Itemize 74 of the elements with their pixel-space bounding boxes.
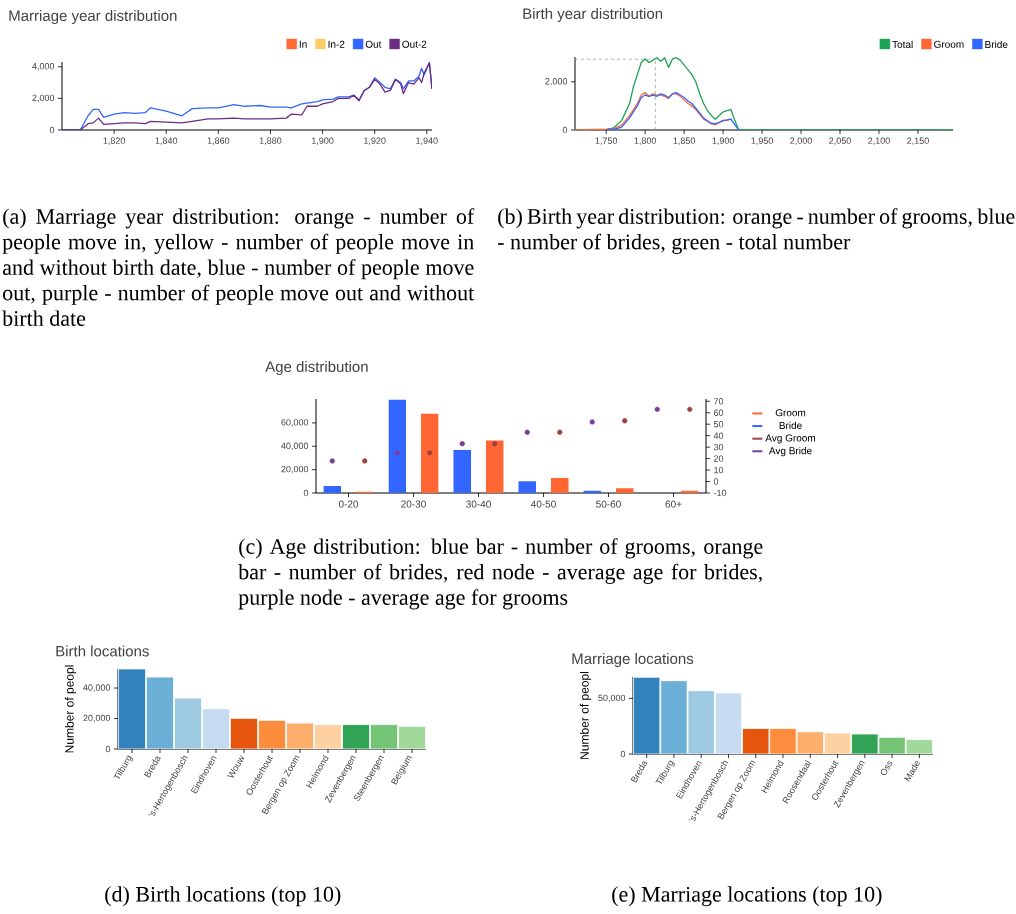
chart-title: Birth locations — [56, 645, 149, 657]
x-tick-label: Oss — [880, 761, 893, 776]
chart-title: Marriage year distribution — [9, 10, 177, 24]
text: (b) Birth year distribution: orange - number of grooms, blue - number of brides, green - total number — [498, 208, 1015, 254]
legend-label: Out-2 — [402, 40, 427, 48]
x-tick-label: 2,150 — [907, 137, 929, 145]
x-tick-label: 1,820 — [103, 137, 126, 145]
x-tick-label: 1,940 — [416, 137, 438, 145]
y-tick-label: 40,000 — [83, 684, 111, 692]
x-tick-label: 60+ — [665, 500, 682, 508]
bar — [388, 399, 407, 493]
bar — [485, 440, 504, 493]
bar — [615, 488, 634, 493]
y-tick-label: 0 — [105, 745, 111, 753]
x-tick-label: 1,850 — [673, 137, 696, 145]
legend-label: Groom — [775, 409, 806, 417]
y2-tick-label: 30 — [713, 443, 724, 451]
x-tick-label: 2,000 — [790, 137, 812, 145]
bar — [550, 477, 569, 493]
x-tick-label: 1,920 — [364, 137, 386, 145]
legend-label: Bride — [985, 40, 1008, 48]
y-tick-label: 2,000 — [32, 94, 55, 103]
x-tick-label: 1,840 — [155, 137, 178, 145]
y-tick-label: 60,000 — [281, 419, 309, 427]
x-tick-label: 1,750 — [595, 137, 618, 145]
legend-label: Groom — [934, 40, 964, 48]
x-tick-label: 1,950 — [751, 137, 773, 145]
y2-tick-label: -10 — [713, 489, 727, 497]
text: (c) Age distribution: blue bar - number of grooms, orange bar - number of brides, red node - average age for brides, purple node - average age for grooms — [238, 538, 763, 610]
x-tick-label: 1,860 — [207, 137, 230, 145]
y2-tick-label: 50 — [713, 421, 724, 428]
x-tick-label: 2,100 — [868, 137, 890, 145]
y2-tick-label: 70 — [713, 398, 724, 405]
bar — [420, 413, 439, 493]
legend-label: Avg Groom — [765, 434, 816, 444]
chart-title: Birth year distribution — [523, 8, 663, 22]
chart-title: Marriage locations — [572, 653, 694, 667]
x-tick-label: 0-20 — [338, 500, 359, 508]
x-tick-label: 30-40 — [466, 500, 491, 508]
bar — [323, 485, 342, 493]
chart-title: Age distribution — [265, 361, 368, 375]
y-axis-title: Number of peopl — [579, 671, 592, 759]
legend-label: Total — [892, 40, 913, 48]
x-tick-label: 40-50 — [530, 500, 556, 508]
text: (d) Birth locations (top 10) — [105, 886, 341, 907]
y-tick-label: 40,000 — [281, 442, 309, 450]
text: (a) Marriage year distribution: orange - number of people move in, yellow - number of people move in and without birth date, blue - number of people move out, purple - number of people move out and without birth date — [2, 208, 475, 326]
y-tick-label: 0 — [303, 489, 309, 497]
y-tick-label: 20,000 — [83, 714, 111, 723]
y2-tick-label: 20 — [713, 455, 724, 462]
y-tick-label: 20,000 — [281, 465, 309, 474]
y2-tick-label: 60 — [713, 409, 724, 416]
x-tick-label: 1,900 — [712, 137, 734, 145]
x-tick-label: 1,800 — [634, 137, 657, 145]
y-tick-label: 0 — [49, 126, 55, 134]
y-tick-label: 50,000 — [598, 694, 626, 703]
x-tick-label: 20-30 — [401, 500, 426, 508]
x-tick-label: 1,900 — [312, 137, 334, 145]
legend-label: In-2 — [328, 40, 345, 48]
text: (e) Marriage locations (top 10) — [612, 886, 882, 907]
y-axis-title: Number of peopl — [64, 665, 77, 753]
bar — [518, 481, 537, 493]
legend-label: Out — [365, 40, 382, 48]
legend-label: Bride — [779, 421, 802, 430]
bar — [453, 449, 472, 493]
legend-label: In — [299, 40, 307, 48]
x-tick-label: 1,880 — [259, 137, 282, 145]
y2-tick-label: 40 — [713, 432, 724, 439]
y-tick-label: 4,000 — [32, 63, 55, 71]
x-tick-label: 2,050 — [829, 137, 851, 145]
x-tick-label: 50-60 — [596, 500, 621, 508]
legend-label: Avg Bride — [768, 446, 812, 457]
y2-tick-label: 0 — [713, 478, 719, 485]
y2-tick-label: 10 — [714, 466, 724, 474]
